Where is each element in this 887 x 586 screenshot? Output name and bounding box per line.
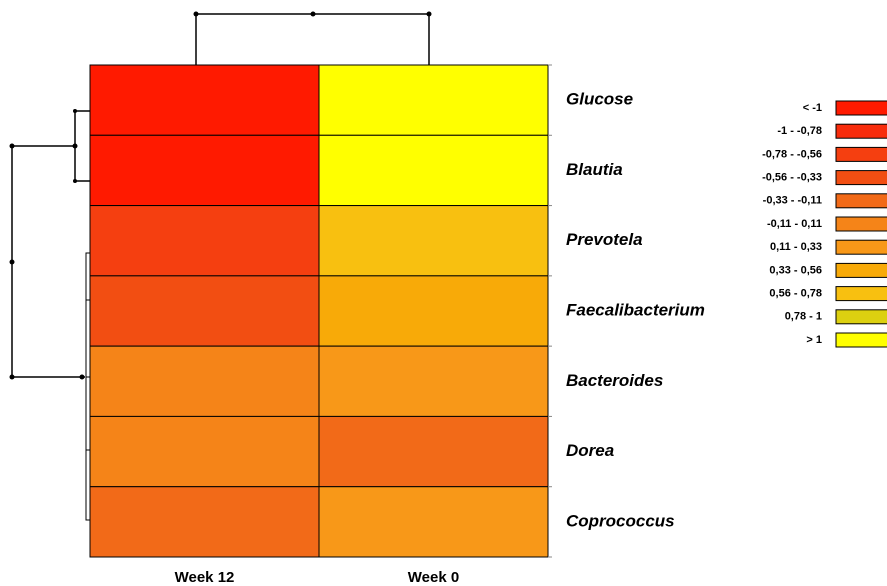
legend-label: -0,33 - -0,11 bbox=[763, 195, 822, 207]
dendrogram-node bbox=[73, 179, 77, 183]
heatmap-cell bbox=[89, 345, 320, 417]
dendrogram-branch bbox=[195, 13, 430, 65]
legend-label: 0,78 - 1 bbox=[785, 311, 822, 323]
dendrogram-node bbox=[9, 259, 15, 265]
dendrogram-node bbox=[9, 374, 15, 380]
heatmap-cell bbox=[318, 415, 549, 488]
legend-swatch bbox=[835, 286, 887, 302]
legend-swatch bbox=[835, 193, 887, 209]
column-label: Week 12 bbox=[175, 569, 235, 586]
legend-label: 0,56 - 0,78 bbox=[769, 288, 822, 300]
dendrogram-branch bbox=[11, 110, 90, 378]
legend-swatch bbox=[835, 216, 887, 232]
heatmap-cell bbox=[89, 486, 320, 558]
heatmap-cell bbox=[89, 64, 320, 136]
dendrogram-node bbox=[193, 11, 199, 17]
legend-label: -0,78 - -0,56 bbox=[762, 148, 822, 160]
legend-swatch bbox=[835, 123, 887, 139]
row-dendrogram bbox=[9, 109, 90, 521]
heatmap-cell bbox=[318, 205, 549, 277]
heatmap-cell bbox=[89, 205, 320, 277]
legend-label: -0,56 - -0,33 bbox=[762, 172, 822, 184]
legend-swatch bbox=[835, 170, 887, 186]
legend-label: 0,33 - 0,56 bbox=[769, 264, 822, 276]
row-label: Coprococcus bbox=[566, 511, 675, 530]
legend-swatch bbox=[835, 309, 887, 325]
legend-label: -0,11 - 0,11 bbox=[767, 218, 822, 230]
row-label: Blautia bbox=[566, 160, 623, 179]
legend-swatch bbox=[835, 262, 887, 278]
legend-label: -1 - -0,78 bbox=[777, 125, 822, 137]
dendrogram-node bbox=[73, 109, 77, 113]
row-label: Faecalibacterium bbox=[566, 300, 705, 319]
dendrogram-node bbox=[9, 143, 15, 149]
legend-swatch bbox=[835, 100, 887, 116]
column-label: Week 0 bbox=[408, 569, 459, 586]
dendrogram-branch bbox=[85, 252, 90, 521]
dendrogram-node bbox=[310, 11, 316, 17]
heatmap-cell bbox=[318, 345, 549, 417]
row-label: Dorea bbox=[566, 441, 614, 460]
legend-label: 0,11 - 0,33 bbox=[770, 241, 822, 253]
heatmap-cell bbox=[318, 486, 549, 558]
column-dendrogram bbox=[193, 11, 432, 65]
legend-swatch bbox=[835, 332, 887, 348]
legend-label: < -1 bbox=[803, 102, 822, 114]
heatmap-cell bbox=[318, 64, 549, 136]
dendrogram-node bbox=[426, 11, 432, 17]
dendrogram-node bbox=[79, 374, 85, 380]
heatmap-cell bbox=[89, 134, 320, 207]
heatmap-cell bbox=[89, 275, 320, 347]
legend-swatch bbox=[835, 146, 887, 162]
heatmap-cell bbox=[318, 134, 549, 207]
row-label: Bacteroides bbox=[566, 371, 663, 390]
dendrogram-node bbox=[72, 143, 78, 149]
row-label: Glucose bbox=[566, 90, 633, 109]
legend-swatch bbox=[835, 239, 887, 255]
heatmap-cell bbox=[318, 275, 549, 347]
legend-label: > 1 bbox=[806, 334, 822, 346]
heatmap-cell bbox=[89, 415, 320, 488]
row-label: Prevotela bbox=[566, 230, 643, 249]
